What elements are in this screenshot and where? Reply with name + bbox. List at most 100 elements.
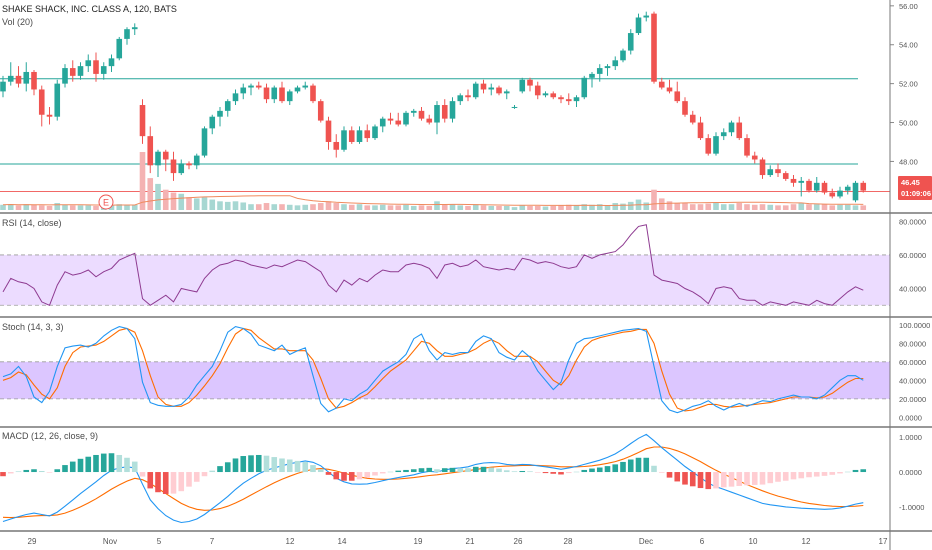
- pane-separators[interactable]: [0, 212, 932, 532]
- volume-bar: [124, 204, 130, 210]
- candle-body: [612, 60, 619, 67]
- macd-histogram-bar: [403, 469, 409, 473]
- candle-body: [248, 85, 254, 88]
- macd-histogram-bar: [77, 458, 84, 473]
- macd-histogram-bar: [472, 466, 479, 473]
- macd-histogram-bar: [38, 470, 45, 473]
- volume-bar: [449, 204, 456, 210]
- volume-bar: [271, 204, 278, 210]
- macd-histogram-bar: [821, 472, 828, 476]
- volume-bar: [333, 203, 340, 210]
- candle-body: [155, 151, 161, 166]
- macd-axis-tick-label: 0.0000: [899, 468, 922, 477]
- volume-bar: [457, 205, 464, 210]
- earnings-marker[interactable]: E: [98, 194, 114, 210]
- price-axes[interactable]: 56.00 54.00 52.00 50.00 48.00 80.0000 60.0000 4…: [889, 0, 930, 550]
- candle-body: [426, 118, 433, 123]
- macd-histogram-bar: [178, 472, 185, 492]
- macd-histogram-bar: [395, 470, 402, 473]
- macd-histogram-bar: [558, 472, 564, 475]
- candle-body: [534, 85, 541, 96]
- candle-body: [705, 138, 712, 154]
- candle-body: [472, 83, 479, 98]
- macd-histogram-bar: [728, 472, 735, 487]
- macd-histogram-bar: [596, 467, 603, 473]
- volume-label: Vol (20): [2, 17, 33, 27]
- volume-bar: [790, 204, 797, 210]
- candle-body: [0, 81, 6, 92]
- macd-axis-tick-label: 1.0000: [899, 433, 922, 442]
- macd-histogram-bar: [689, 472, 696, 487]
- volume-bar: [705, 203, 712, 210]
- volume-bar: [54, 203, 61, 210]
- volume-bar: [155, 183, 161, 210]
- macd-histogram-bar: [860, 469, 867, 473]
- candle-body: [170, 159, 177, 174]
- macd-histogram-bar: [248, 455, 254, 473]
- time-axis-tick-label: 6: [700, 537, 705, 546]
- macd-histogram-bar: [356, 472, 363, 480]
- volume-bar: [201, 197, 208, 210]
- macd-histogram-bar: [604, 466, 611, 473]
- volume-bar: [689, 204, 696, 210]
- macd-histogram-bar: [581, 469, 588, 473]
- volume-bar: [193, 198, 200, 210]
- candle-body: [798, 180, 805, 183]
- macd-histogram-bar: [705, 472, 712, 490]
- volume-bar: [341, 204, 347, 210]
- candle-body: [434, 105, 440, 123]
- candle-body: [279, 87, 285, 102]
- macd-histogram-bar: [217, 466, 223, 473]
- volume-bar: [511, 207, 518, 210]
- volume-bar: [480, 205, 487, 210]
- stoch-axis-tick-label: 100.0000: [899, 321, 930, 330]
- candle-body: [271, 87, 278, 100]
- macd-line: [2, 433, 864, 524]
- candle-body: [348, 130, 355, 142]
- macd-histogram-bar: [131, 461, 138, 473]
- macd-histogram-bar: [410, 469, 417, 473]
- candle-body: [69, 68, 76, 76]
- macd-histogram-bar: [565, 472, 572, 474]
- macd-histogram-bar: [240, 456, 247, 473]
- volume-bar: [85, 205, 92, 210]
- stoch-axis-tick-label: 80.0000: [899, 339, 926, 348]
- macd-histogram-bar: [286, 459, 293, 473]
- volume-bar: [15, 205, 22, 210]
- candlesticks[interactable]: [0, 11, 867, 203]
- candle-body: [341, 130, 347, 150]
- volume-bar: [294, 205, 301, 210]
- volume-bar: [38, 205, 45, 210]
- volume-bar: [62, 204, 68, 210]
- candle-body: [38, 89, 45, 115]
- macd-histogram-bar: [488, 467, 495, 473]
- candle-body: [193, 155, 200, 166]
- macd-histogram-bar: [798, 472, 805, 479]
- time-axis-tick-label: 14: [338, 537, 347, 546]
- price-axis-tick-label: 48.00: [899, 157, 918, 166]
- candle-body: [395, 120, 402, 125]
- candle-body: [480, 83, 487, 90]
- macd-histogram-bar: [372, 472, 378, 476]
- macd-histogram-bar: [147, 472, 154, 489]
- candle-body: [627, 33, 634, 51]
- volume-bar: [674, 203, 681, 210]
- volume-bar: [162, 189, 169, 210]
- time-axis-tick-label: 26: [514, 537, 523, 546]
- time-axis-tick-label: Nov: [103, 537, 117, 546]
- candle-body: [317, 101, 324, 121]
- volume-bar: [488, 205, 495, 210]
- stoch-band: [0, 361, 890, 399]
- time-axis-tick-label: 12: [286, 537, 295, 546]
- candle-body: [356, 130, 363, 142]
- macd-histogram-bar: [333, 472, 340, 480]
- macd-histogram-bar: [317, 469, 324, 473]
- volume-bar: [317, 203, 324, 210]
- macd-axis-tick-label: -1.0000: [899, 503, 924, 512]
- macd-histogram-bar: [643, 457, 650, 473]
- time-axis-tick-label: 29: [28, 537, 37, 546]
- volume-bars: [0, 152, 867, 210]
- time-axis[interactable]: 29 Nov 5 7 12 14 19 21 26 28 Dec 6 10 12 17: [28, 537, 888, 546]
- stoch-d-line: [2, 327, 864, 412]
